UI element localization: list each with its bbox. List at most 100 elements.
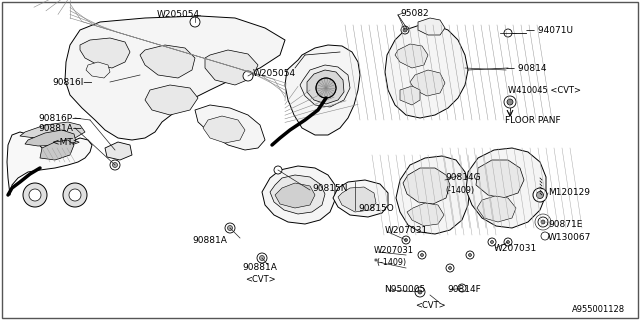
Circle shape	[29, 189, 41, 201]
Polygon shape	[25, 130, 76, 146]
Polygon shape	[105, 142, 132, 160]
Text: 90816P—: 90816P—	[38, 114, 81, 123]
Polygon shape	[262, 166, 335, 224]
Polygon shape	[338, 187, 376, 212]
Circle shape	[420, 253, 424, 257]
Polygon shape	[86, 62, 110, 78]
Polygon shape	[477, 196, 516, 222]
Polygon shape	[476, 160, 524, 198]
Circle shape	[507, 99, 513, 105]
Circle shape	[69, 189, 81, 201]
Text: <CVT>: <CVT>	[244, 276, 275, 284]
Circle shape	[468, 253, 472, 257]
Polygon shape	[333, 180, 388, 217]
Text: W207031: W207031	[374, 245, 414, 254]
Circle shape	[63, 183, 87, 207]
Text: W205054: W205054	[157, 10, 200, 19]
Polygon shape	[300, 65, 350, 107]
Polygon shape	[285, 45, 360, 135]
Text: W207031: W207031	[385, 226, 428, 235]
Text: 90815N: 90815N	[312, 183, 348, 193]
Circle shape	[225, 223, 235, 233]
Polygon shape	[407, 203, 444, 226]
Circle shape	[190, 17, 200, 27]
Circle shape	[227, 226, 232, 230]
Text: A955001128: A955001128	[572, 305, 625, 314]
Circle shape	[504, 96, 516, 108]
Circle shape	[490, 241, 493, 244]
Text: 90814F: 90814F	[447, 285, 481, 294]
Text: W130067: W130067	[548, 233, 591, 242]
Text: 90871E: 90871E	[548, 220, 582, 228]
Circle shape	[402, 236, 410, 244]
Text: N950005: N950005	[384, 285, 425, 294]
Text: 95082: 95082	[400, 9, 429, 18]
Polygon shape	[410, 70, 445, 96]
Circle shape	[274, 166, 282, 174]
Circle shape	[23, 183, 47, 207]
Circle shape	[536, 191, 543, 198]
Circle shape	[504, 29, 512, 37]
Circle shape	[403, 28, 407, 32]
Polygon shape	[403, 168, 450, 204]
Polygon shape	[7, 132, 92, 195]
Text: <MT>: <MT>	[52, 138, 81, 147]
Circle shape	[243, 71, 253, 81]
Text: <CVT>: <CVT>	[415, 300, 445, 309]
Polygon shape	[466, 148, 546, 228]
Polygon shape	[395, 44, 428, 68]
Circle shape	[259, 255, 264, 260]
Polygon shape	[307, 70, 344, 104]
Circle shape	[113, 163, 118, 167]
Circle shape	[541, 220, 545, 224]
Circle shape	[401, 26, 409, 34]
Polygon shape	[203, 116, 245, 143]
Circle shape	[533, 188, 547, 202]
Text: W205054: W205054	[253, 68, 296, 77]
Circle shape	[504, 238, 512, 246]
Text: 90815O: 90815O	[358, 204, 394, 212]
Polygon shape	[195, 105, 265, 150]
Text: 90881A—: 90881A—	[38, 124, 82, 132]
Polygon shape	[65, 16, 285, 140]
Polygon shape	[270, 175, 325, 214]
Polygon shape	[205, 50, 258, 85]
Circle shape	[488, 238, 496, 246]
Circle shape	[418, 251, 426, 259]
Polygon shape	[40, 140, 74, 160]
Circle shape	[418, 290, 422, 294]
Circle shape	[404, 238, 408, 242]
Text: 90881A: 90881A	[243, 263, 277, 273]
Text: 90881A: 90881A	[193, 236, 227, 244]
Polygon shape	[145, 85, 198, 115]
Text: M120129: M120129	[548, 188, 590, 196]
Polygon shape	[275, 183, 315, 208]
Polygon shape	[140, 45, 195, 78]
Polygon shape	[418, 18, 445, 35]
Polygon shape	[80, 38, 130, 68]
Circle shape	[538, 217, 548, 227]
Text: 90814G: 90814G	[445, 172, 481, 181]
Circle shape	[458, 284, 466, 292]
Circle shape	[257, 253, 267, 263]
Circle shape	[541, 232, 549, 240]
Text: — 94071U: — 94071U	[526, 26, 573, 35]
Circle shape	[415, 287, 425, 297]
Polygon shape	[396, 156, 470, 234]
Text: W410045 <CVT>: W410045 <CVT>	[508, 85, 581, 94]
Text: FLOOR PANF: FLOOR PANF	[505, 116, 561, 124]
Circle shape	[316, 78, 336, 98]
Text: 90816I—: 90816I—	[52, 77, 92, 86]
Text: — 90814: — 90814	[506, 63, 547, 73]
Polygon shape	[385, 25, 468, 118]
Text: W207031: W207031	[494, 244, 537, 252]
Text: (-1409): (-1409)	[445, 186, 474, 195]
Text: *(-1409): *(-1409)	[374, 258, 407, 267]
Circle shape	[506, 241, 509, 244]
Circle shape	[110, 160, 120, 170]
Circle shape	[466, 251, 474, 259]
Circle shape	[449, 267, 451, 269]
Polygon shape	[400, 86, 420, 105]
Polygon shape	[20, 122, 85, 138]
Circle shape	[446, 264, 454, 272]
